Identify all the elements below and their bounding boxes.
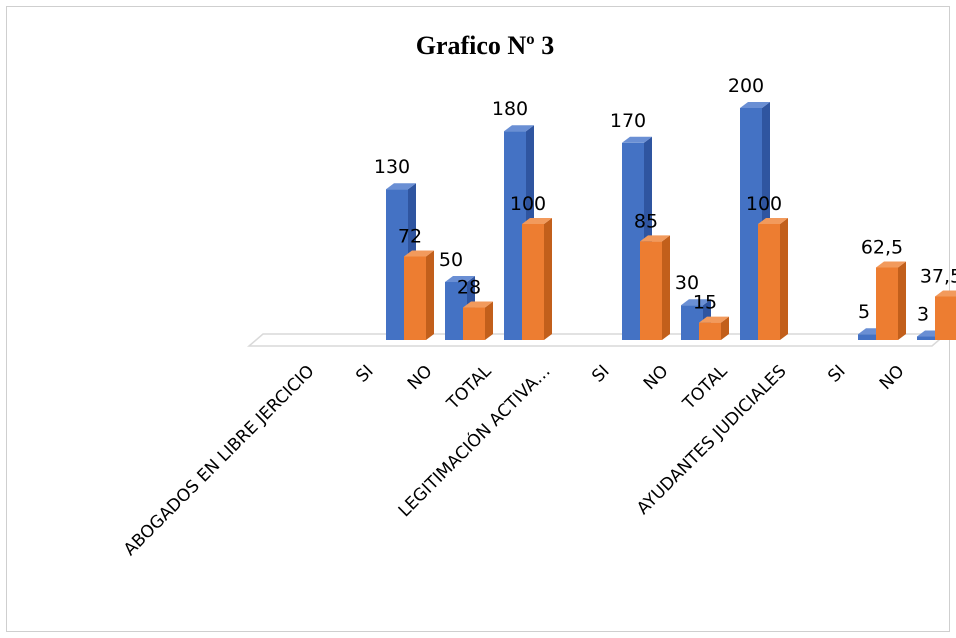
bar-series2-9 [876,261,906,340]
category-labels: ABOGADOS EN LIBRE JERCICIO SI NO TOTALLEGIT… [120,360,908,560]
category-label-7: TOTAL [679,361,732,414]
bar-series2-1 [404,250,434,340]
category-label-6: NO [640,361,673,394]
bar-series2-7 [758,218,788,340]
data-label-series2-6: 15 [693,292,717,314]
data-label-series2-2: 28 [457,277,481,299]
category-label-9: SI [824,361,849,386]
category-label-3: TOTAL [443,361,496,414]
data-label-series2-10: 37,5 [920,266,956,288]
data-label-series1-1: 130 [374,156,410,178]
data-label-series2-3: 100 [510,193,546,215]
data-label-series1-9: 5 [858,301,870,323]
data-label-series1-7: 200 [728,75,764,97]
chart-title: Grafico Nº 3 [416,31,555,60]
category-label-0: ABOGADOS EN LIBRE JERCICIO [120,361,318,559]
category-label-2: NO [404,361,437,394]
bar-series2-5 [640,235,670,340]
chart-floor-plane [246,333,949,347]
bar-series2-10 [935,290,956,340]
data-label-series1-5: 170 [610,110,646,132]
bars [386,102,956,340]
category-label-10: NO [876,361,909,394]
data-label-series1-2: 50 [439,249,463,271]
bar-series2-2 [463,301,493,340]
data-label-series2-5: 85 [634,210,658,232]
bar-series1-6 [681,299,711,340]
category-label-5: SI [588,361,613,386]
category-label-1: SI [352,361,377,386]
data-label-series1-3: 180 [492,98,528,120]
chart-floor [246,333,949,347]
data-label-series2-9: 62,5 [861,237,903,259]
data-label-series1-6: 30 [675,272,699,294]
bar-series2-3 [522,218,552,340]
bar-series2-6 [699,316,729,340]
data-label-series1-10: 3 [917,304,929,326]
data-label-series2-1: 72 [398,225,422,247]
data-label-series2-7: 100 [746,193,782,215]
